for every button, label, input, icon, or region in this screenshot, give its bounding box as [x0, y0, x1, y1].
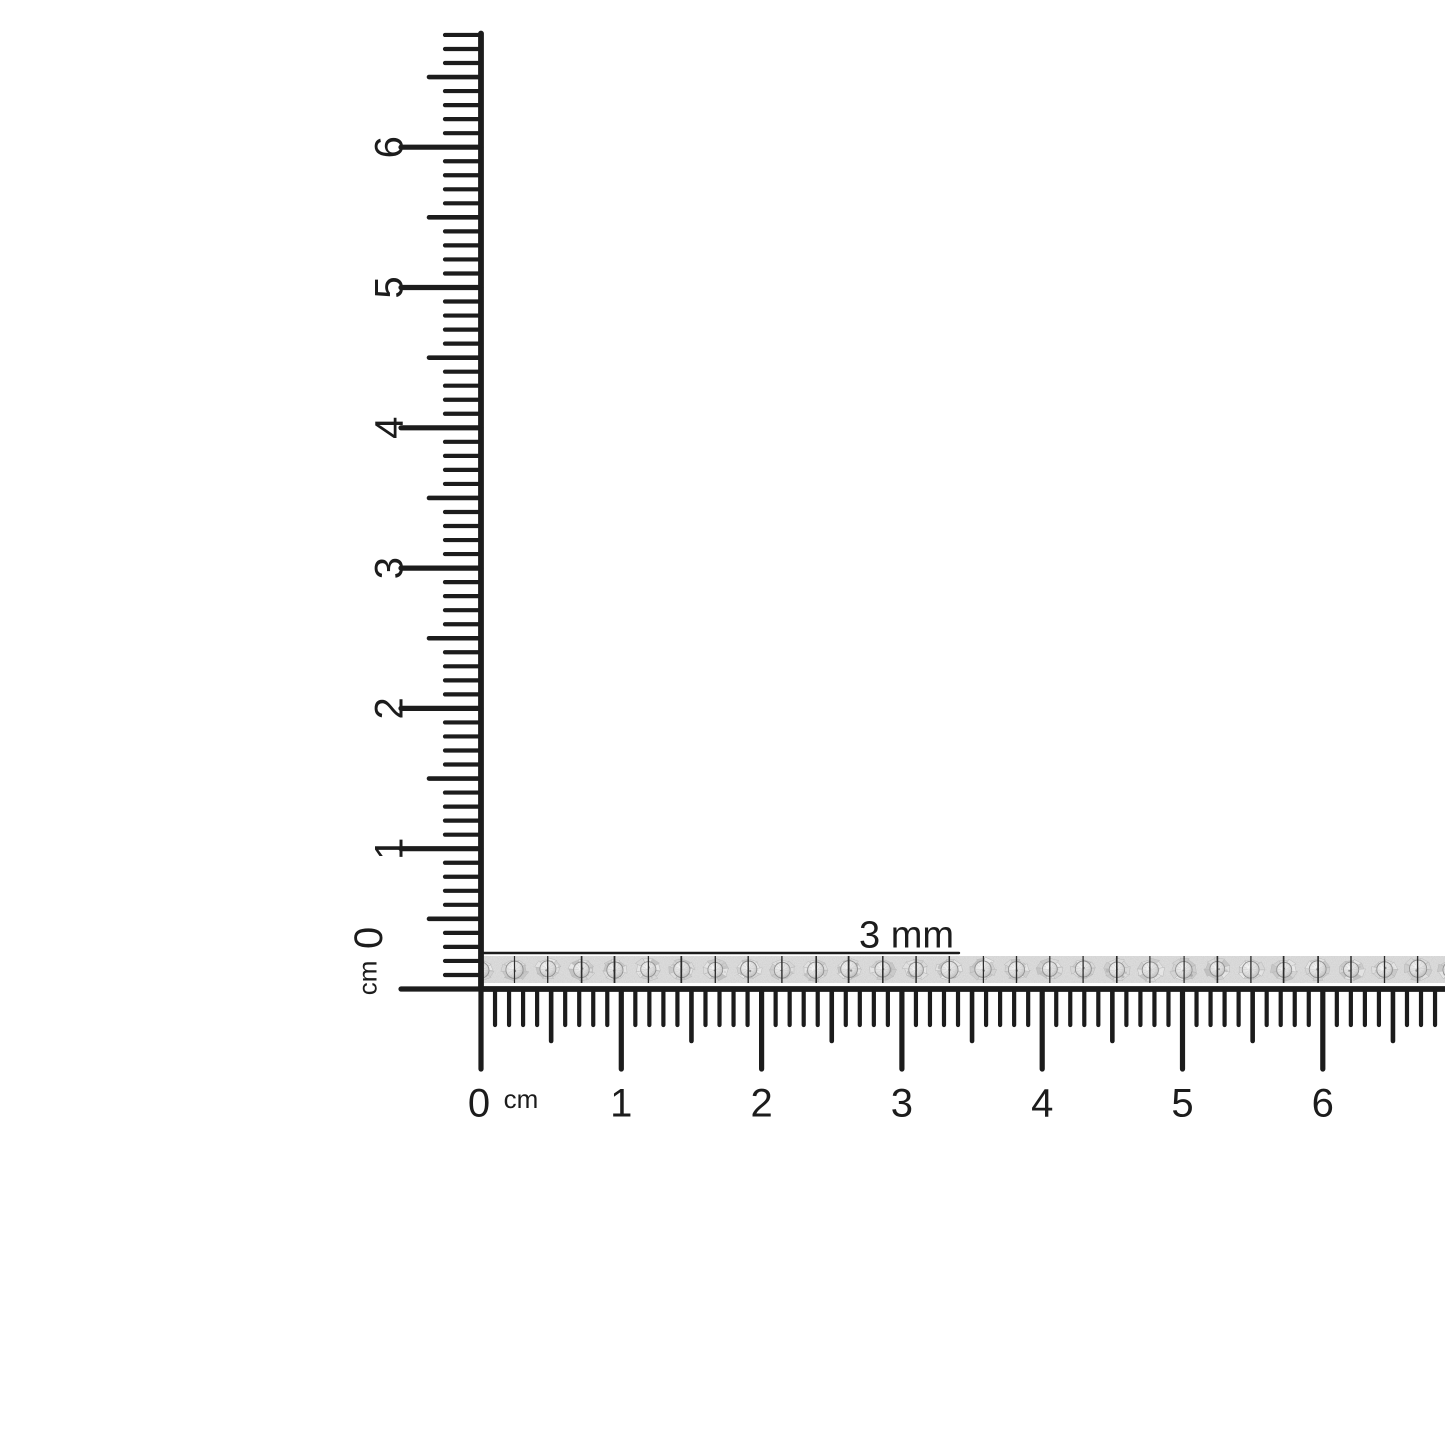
- svg-text:2: 2: [750, 1082, 772, 1126]
- svg-text:0: 0: [347, 927, 391, 949]
- svg-text:3 mm: 3 mm: [859, 915, 954, 957]
- svg-text:4: 4: [1031, 1082, 1053, 1126]
- svg-text:0: 0: [468, 1082, 490, 1126]
- svg-text:5: 5: [368, 276, 412, 298]
- svg-text:1: 1: [610, 1082, 632, 1126]
- svg-text:3: 3: [368, 557, 412, 579]
- svg-text:4: 4: [368, 417, 412, 439]
- svg-text:5: 5: [1171, 1082, 1193, 1126]
- svg-text:cm: cm: [504, 1084, 539, 1114]
- svg-text:1: 1: [368, 838, 412, 860]
- svg-text:6: 6: [368, 136, 412, 158]
- svg-text:cm: cm: [352, 961, 382, 996]
- svg-text:3: 3: [891, 1082, 913, 1126]
- svg-text:6: 6: [1312, 1082, 1334, 1126]
- svg-text:2: 2: [368, 697, 412, 719]
